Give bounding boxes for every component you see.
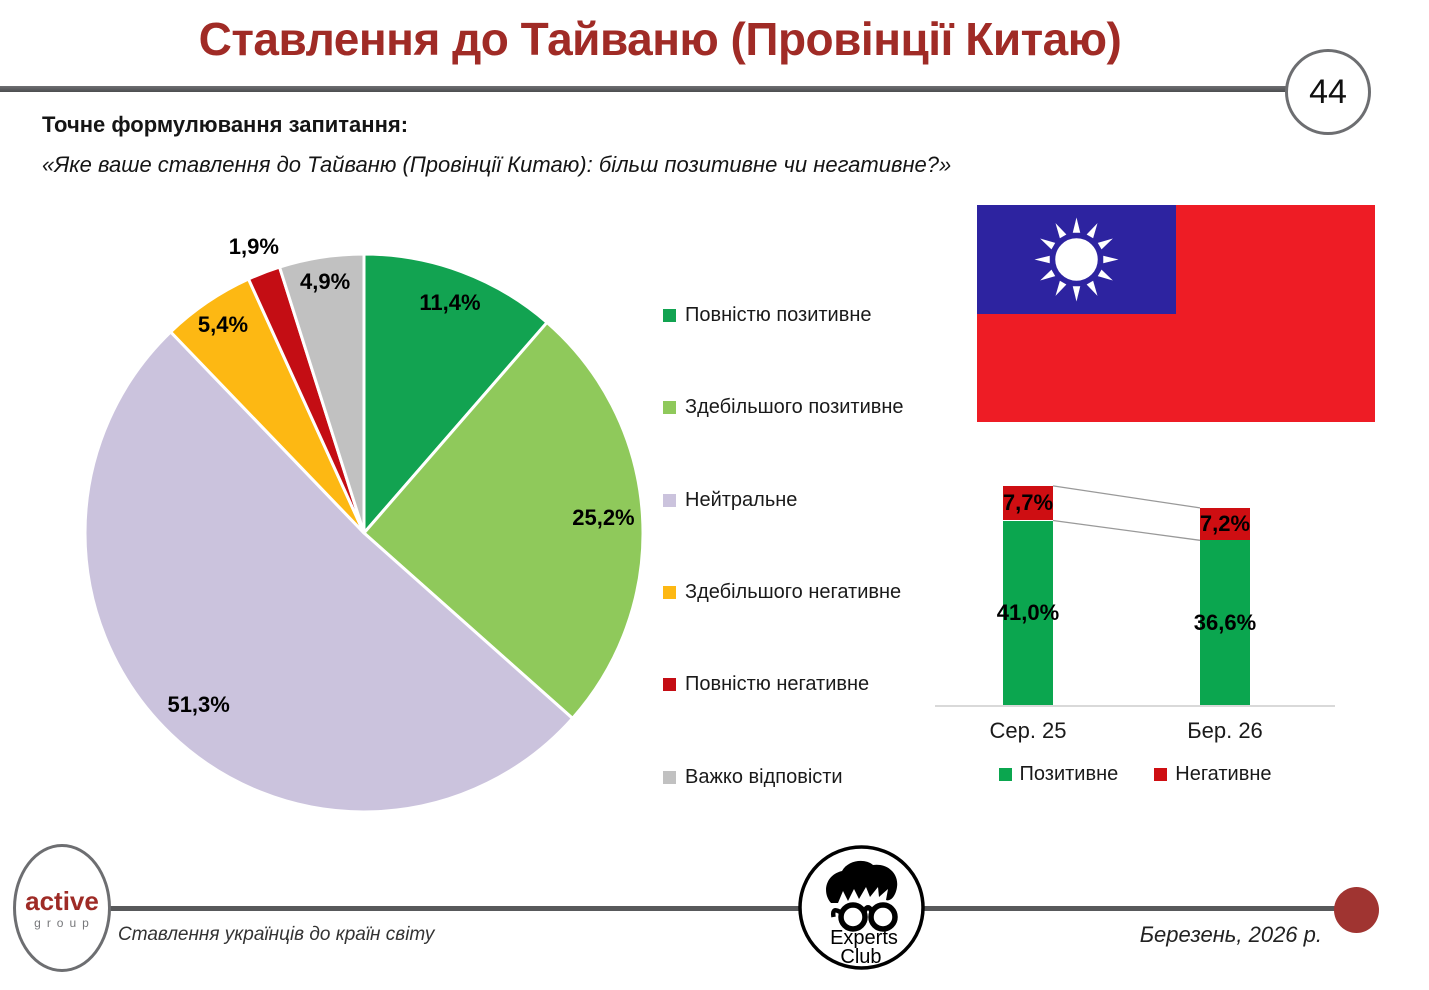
bar-segment-negative <box>1003 485 1053 521</box>
page-number-badge: 44 <box>1285 49 1371 135</box>
pie-chart: 11,4% 25,2% 51,3% 5,4% 1,9% 4,9% <box>83 234 645 814</box>
pie-legend-item: Повністю негативне <box>663 673 869 696</box>
pie-slice <box>83 330 575 814</box>
legend-color-swatch <box>663 678 676 692</box>
bar-segment-negative <box>1200 507 1250 541</box>
legend-label: Нейтральне <box>685 488 798 511</box>
pie-data-label: 4,9% <box>300 269 351 295</box>
legend-label: Позитивне <box>1019 763 1119 785</box>
trend-bar-chart: 7,7% 41,0% Сер. 25 7,2% 36,6% Бер. 26 Позитивн… <box>935 470 1335 810</box>
sun-ray-icon <box>1086 223 1098 239</box>
experts-club-text-line2: Club <box>840 946 881 968</box>
sun-ray-icon <box>1040 269 1056 281</box>
flag-sun-icon <box>1034 217 1119 302</box>
legend-color-swatch <box>998 768 1012 781</box>
legend-label: Важко відповісти <box>685 765 843 788</box>
legend-label: Повністю позитивне <box>685 304 872 326</box>
bar-legend-item: Позитивне <box>998 763 1119 786</box>
pie-legend-item: Нейтральне <box>663 489 797 512</box>
legend-color-swatch <box>663 401 676 415</box>
active-group-logo: active group <box>13 844 111 972</box>
experts-club-logo: Experts Club <box>798 845 925 970</box>
header-divider-line <box>0 86 1286 92</box>
pie-svg <box>83 252 645 814</box>
pie-slice <box>278 252 366 535</box>
legend-label: Повністю негативне <box>685 673 870 696</box>
pie-data-label: 25,2% <box>572 504 635 530</box>
bar-value-label: 7,2% <box>1199 511 1251 537</box>
sun-ray-icon <box>1055 223 1067 239</box>
chart-line <box>1052 485 1201 509</box>
glasses-temple-icon <box>830 908 843 918</box>
page-title: Ставлення до Тайваню (Провінції Китаю) <box>198 13 1122 65</box>
bar-chart-lines <box>935 485 1335 707</box>
sun-ray-icon <box>1072 286 1081 302</box>
experts-club-text-line1: Experts <box>830 927 898 949</box>
sun-ray-icon <box>1072 217 1081 233</box>
pie-legend-item: Здебільшого негативне <box>663 581 901 604</box>
pie-slice <box>362 252 549 535</box>
pie-slice <box>362 320 645 720</box>
legend-color-swatch <box>663 309 676 322</box>
legend-label: Здебільшого позитивне <box>685 396 904 419</box>
active-group-logo-text: active <box>25 885 99 916</box>
bar-category-label: Бер. 26 <box>1187 718 1263 743</box>
footer-divider-line <box>60 906 1337 911</box>
bar-value-label: 7,7% <box>1002 490 1054 516</box>
experts-club-emblem-icon: Experts Club <box>798 845 925 970</box>
legend-color-swatch <box>1154 768 1168 781</box>
bar-legend-item: Негативне <box>1154 763 1271 786</box>
active-group-logo-subtext: group <box>34 915 95 930</box>
legend-color-swatch <box>663 493 676 507</box>
pie-legend-item: Повністю позитивне <box>663 304 872 327</box>
glasses-bridge-icon <box>862 905 874 913</box>
taiwan-flag <box>977 205 1375 422</box>
footer-end-dot <box>1334 887 1379 933</box>
legend-label: Негативне <box>1175 763 1272 785</box>
glasses-right-lens-icon <box>868 902 898 932</box>
pie-data-label: 5,4% <box>197 312 249 338</box>
sun-ray-icon <box>1086 280 1098 296</box>
legend-label: Здебільшого негативне <box>685 580 902 603</box>
chart-line <box>1052 519 1201 541</box>
bar-segment-positive <box>1200 540 1250 705</box>
sun-disc-icon <box>1051 234 1102 285</box>
sun-ray-icon <box>1055 280 1067 296</box>
pie-data-label: 51,3% <box>167 691 230 717</box>
legend-color-swatch <box>663 585 676 599</box>
report-date: Березень, 2026 р. <box>1139 922 1322 947</box>
pie-data-label: 11,4% <box>419 290 481 316</box>
pie-legend-item: Важко відповісти <box>663 766 843 789</box>
bar-category-label: Сер. 25 <box>989 718 1067 743</box>
question-label: Точне формулювання запитання: <box>42 112 409 137</box>
sun-ray-icon <box>1097 269 1113 281</box>
pie-legend-item: Здебільшого позитивне <box>663 396 904 419</box>
sun-ray-icon <box>1103 255 1119 264</box>
question-quote: «Яке ваше ставлення до Тайваню (Провінці… <box>42 152 952 177</box>
bar-segment-positive <box>1003 520 1053 705</box>
page-number: 44 <box>1309 72 1347 111</box>
report-series-subtitle: Ставлення українців до країн світу <box>118 924 435 945</box>
legend-color-swatch <box>663 770 676 784</box>
bar-value-label: 41,0% <box>996 599 1060 625</box>
pie-data-label: 1,9% <box>228 233 279 259</box>
bar-value-label: 36,6% <box>1193 609 1257 635</box>
bar-legend: Позитивне Негативне <box>935 763 1335 786</box>
hair-icon <box>826 860 898 903</box>
sun-ray-icon <box>1097 238 1113 250</box>
sun-ray-icon <box>1034 255 1050 264</box>
sun-ray-icon <box>1040 238 1056 250</box>
glasses-left-lens-icon <box>838 902 868 932</box>
